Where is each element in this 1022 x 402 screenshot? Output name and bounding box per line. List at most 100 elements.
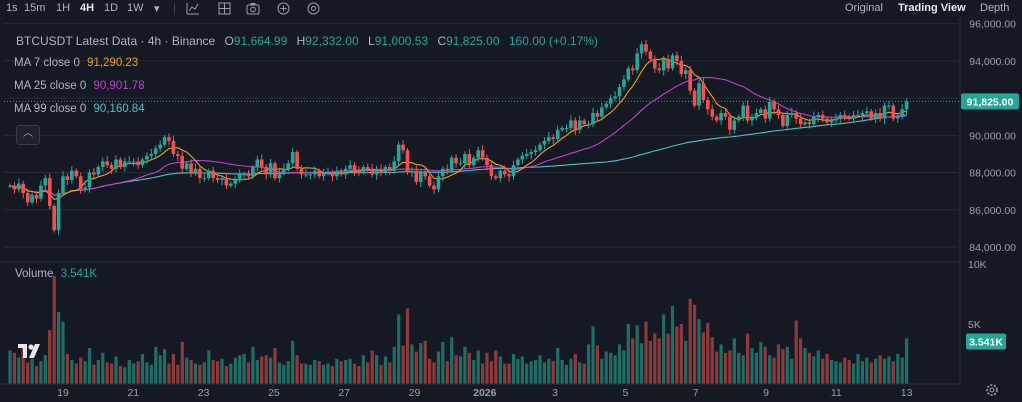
volume-bar bbox=[87, 348, 92, 384]
candle-body bbox=[70, 170, 74, 180]
collapse-legend-button[interactable]: ︿ bbox=[16, 125, 40, 145]
volume-bar bbox=[101, 352, 105, 384]
candle-body bbox=[264, 167, 268, 175]
candle-body bbox=[776, 109, 781, 115]
candle-body bbox=[233, 180, 238, 184]
timeframe-4h[interactable]: 4H bbox=[80, 2, 95, 14]
candle-body bbox=[255, 159, 260, 167]
candle-body bbox=[896, 116, 900, 119]
timeframe-15m[interactable]: 15m bbox=[24, 2, 46, 14]
candle-body bbox=[145, 155, 149, 160]
timeframe-1h[interactable]: 1H bbox=[56, 2, 71, 14]
volume-bar bbox=[273, 348, 277, 384]
layout-icon[interactable] bbox=[218, 2, 231, 18]
volume-bar bbox=[564, 364, 569, 384]
candle-body bbox=[604, 103, 609, 108]
interval-dropdown-icon[interactable]: ▾ bbox=[154, 3, 160, 15]
volume-bar bbox=[189, 360, 193, 384]
volume-bar bbox=[896, 354, 900, 384]
indicators-icon[interactable] bbox=[186, 2, 200, 18]
volume-bar bbox=[595, 345, 599, 384]
timeframe-1d[interactable]: 1D bbox=[104, 2, 119, 14]
candle-body bbox=[418, 172, 423, 182]
volume-bar bbox=[419, 343, 423, 384]
volume-bar bbox=[732, 338, 736, 384]
view-trading-view[interactable]: Trading View bbox=[898, 2, 966, 14]
ma25-legend[interactable]: MA 25 close 0 90,901.78 bbox=[6, 76, 151, 96]
volume-bar bbox=[693, 304, 697, 384]
price-tick-label: 88,000.00 bbox=[969, 168, 1016, 180]
volume-bar bbox=[83, 361, 87, 384]
candle-body bbox=[617, 87, 622, 97]
candle-body bbox=[290, 152, 295, 164]
price-chart[interactable]: 96,000.0094,000.0092,000.0090,000.0088,0… bbox=[0, 18, 1022, 402]
volume-bar bbox=[70, 360, 74, 384]
candle-body bbox=[21, 183, 25, 193]
volume-bar bbox=[874, 358, 878, 384]
volume-bar bbox=[829, 360, 834, 384]
timeframe-1w[interactable]: 1W bbox=[127, 2, 144, 14]
volume-bar bbox=[728, 350, 732, 384]
volume-bar bbox=[847, 360, 851, 384]
volume-tick-label: 10K bbox=[968, 259, 987, 271]
candle-body bbox=[472, 157, 476, 166]
candle-body bbox=[882, 105, 887, 119]
volume-bar bbox=[74, 363, 78, 384]
candle-body bbox=[43, 178, 48, 186]
candle-body bbox=[374, 168, 379, 175]
volume-bar bbox=[679, 324, 683, 384]
timeframe-1s[interactable]: 1s bbox=[6, 2, 18, 14]
volume-bar bbox=[865, 357, 869, 384]
candle-body bbox=[52, 206, 56, 231]
volume-bar bbox=[335, 358, 339, 384]
settings-icon[interactable] bbox=[307, 2, 320, 18]
volume-bar bbox=[238, 355, 242, 384]
view-depth[interactable]: Depth bbox=[980, 2, 1010, 14]
volume-bar bbox=[163, 349, 167, 384]
low-value: 91,000.53 bbox=[374, 34, 429, 48]
candle-body bbox=[237, 174, 242, 180]
volume-bar bbox=[114, 356, 118, 384]
volume-bar bbox=[43, 355, 47, 384]
candle-body bbox=[299, 168, 304, 175]
volume-bar bbox=[856, 354, 860, 384]
candle-body bbox=[458, 163, 463, 165]
volume-bars bbox=[8, 276, 909, 384]
candle-body bbox=[87, 172, 92, 188]
candle-body bbox=[631, 68, 635, 71]
candle-body bbox=[220, 178, 224, 180]
volume-bar bbox=[675, 326, 679, 384]
add-icon[interactable] bbox=[277, 2, 290, 18]
candle-body bbox=[449, 157, 454, 171]
volume-bar bbox=[754, 352, 758, 384]
chart-settings-gear-icon[interactable] bbox=[985, 383, 999, 400]
volume-bar bbox=[701, 332, 705, 384]
candle-body bbox=[321, 172, 326, 177]
volume-bar bbox=[308, 364, 312, 384]
volume-bar bbox=[145, 362, 149, 384]
candle-body bbox=[723, 113, 728, 117]
candle-body bbox=[670, 55, 675, 69]
view-original[interactable]: Original bbox=[845, 2, 883, 14]
time-tick-label: 9 bbox=[763, 387, 769, 399]
ma7-legend[interactable]: MA 7 close 0 91,290.23 bbox=[6, 53, 144, 73]
tradingview-logo[interactable] bbox=[17, 341, 47, 361]
volume-bar bbox=[282, 364, 286, 384]
candle-body bbox=[308, 174, 313, 176]
low-label: L bbox=[368, 34, 375, 48]
volume-bar bbox=[587, 344, 591, 384]
candle-body bbox=[242, 174, 246, 176]
ma99-legend[interactable]: MA 99 close 0 90,160.84 bbox=[6, 99, 151, 119]
candle-body bbox=[533, 150, 538, 153]
symbol-title: BTCUSDT Latest Data · 4h · Binance bbox=[16, 34, 216, 48]
camera-icon[interactable] bbox=[246, 2, 260, 18]
volume-bar bbox=[776, 344, 781, 384]
candle-body bbox=[162, 137, 167, 145]
candle-body bbox=[176, 154, 180, 156]
candle-body bbox=[564, 127, 569, 129]
candle-body bbox=[679, 60, 684, 74]
candle-body bbox=[114, 159, 118, 169]
volume-bar bbox=[397, 314, 401, 384]
volume-bar bbox=[507, 363, 511, 384]
candle-body bbox=[432, 185, 436, 190]
